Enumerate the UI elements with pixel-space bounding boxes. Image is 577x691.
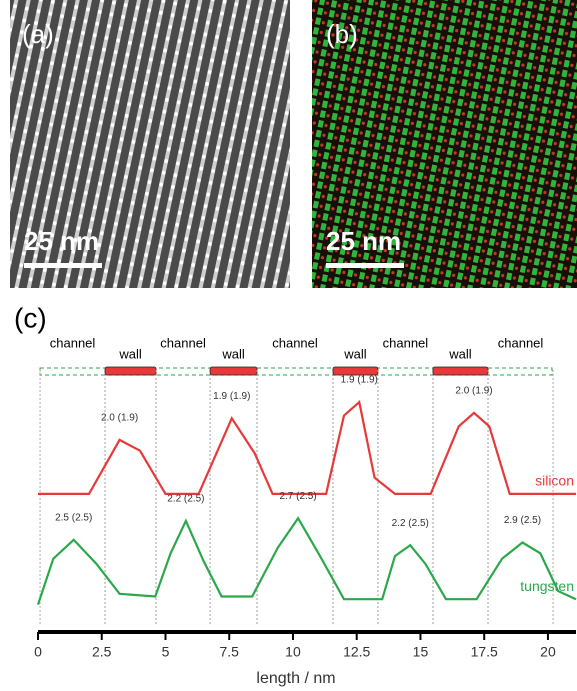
peak-label: 2.2 (2.5) (392, 518, 429, 529)
region-label: channel (272, 335, 318, 350)
peak-label: 2.9 (2.5) (504, 515, 541, 526)
panel-label: (c) (14, 302, 47, 333)
scale-bar (326, 263, 404, 268)
region-label: channel (383, 335, 429, 350)
peak-label: 2.0 (1.9) (455, 386, 492, 397)
x-tick-label: 0 (34, 644, 42, 660)
region-label: channel (160, 335, 206, 350)
series-label: silicon (535, 473, 574, 489)
x-tick-label: 15 (413, 644, 429, 660)
region-label: channel (498, 335, 544, 350)
peak-label: 1.9 (1.9) (213, 391, 250, 402)
wall-bar (104, 366, 157, 376)
x-tick-label: 7.5 (219, 644, 239, 660)
region-label: channel (50, 335, 96, 350)
region-box (39, 367, 553, 376)
peak-label: 2.2 (2.5) (167, 494, 204, 505)
panel-b: (b) 25 nm (312, 0, 577, 288)
peak-label: 2.0 (1.9) (101, 413, 138, 424)
series-label: tungsten (520, 578, 574, 594)
wall-bar (432, 366, 489, 376)
series-line (38, 400, 576, 495)
series-line (36, 516, 577, 605)
micrograph (10, 0, 290, 288)
peak-label: 1.9 (1.9) (341, 375, 378, 386)
x-tick-label: 12.5 (343, 644, 370, 660)
micrograph (312, 0, 577, 288)
scale-bar (24, 263, 102, 268)
x-tick-label: 17.5 (471, 644, 498, 660)
x-tick-label: 5 (162, 644, 170, 660)
x-tick-label: 2.5 (92, 644, 112, 660)
wall-bar (209, 366, 258, 376)
region-label: wall (118, 346, 142, 361)
x-axis-label: length / nm (256, 670, 335, 687)
peak-label: 2.7 (2.5) (279, 491, 316, 502)
region-label: wall (343, 346, 367, 361)
region-label: wall (221, 346, 245, 361)
panel-label: (b) (326, 19, 358, 49)
peak-label: 2.5 (2.5) (55, 512, 92, 523)
x-tick-label: 20 (540, 644, 556, 660)
panel-label: (a) (22, 19, 54, 49)
scale-bar-label: 25 nm (24, 226, 99, 256)
region-label: wall (448, 346, 472, 361)
x-tick-label: 10 (285, 644, 301, 660)
scale-bar-label: 25 nm (326, 226, 401, 256)
panel-a: (a) 25 nm (10, 0, 290, 288)
